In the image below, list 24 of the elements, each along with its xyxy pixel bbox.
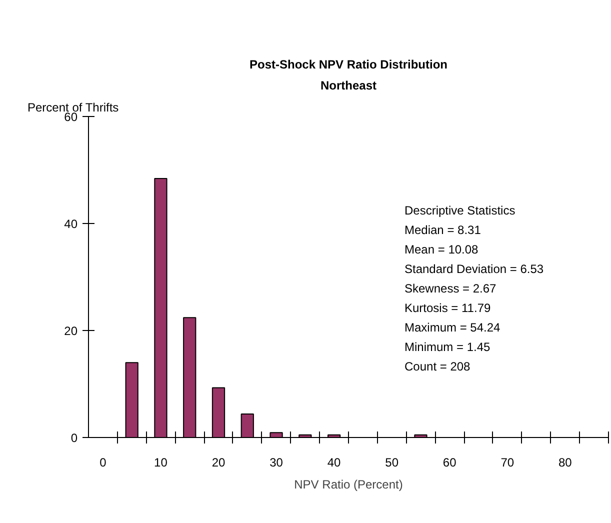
chart-subtitle: Northeast (320, 78, 377, 92)
annotation: Descriptive Statistics (404, 204, 516, 218)
annotation: Skewness = 2.67 (404, 282, 497, 296)
x-axis-title: NPV Ratio (Percent) (294, 478, 403, 492)
annotation: Count = 208 (404, 360, 471, 374)
x-tick-label: 10 (154, 456, 168, 470)
annotation: Mean = 10.08 (404, 242, 479, 256)
annotation: Median = 8.31 (404, 223, 482, 237)
annotation: Standard Deviation = 6.53 (404, 262, 544, 276)
annotation: Kurtosis = 11.79 (404, 301, 491, 315)
x-tick-label: 80 (558, 456, 572, 470)
x-tick-label: 0 (100, 456, 107, 470)
y-tick-label: 0 (70, 431, 78, 445)
x-tick-label: 50 (385, 456, 399, 470)
annotation: Minimum = 1.45 (404, 340, 491, 354)
x-tick-label: 70 (500, 456, 514, 470)
x-tick-label: 60 (442, 456, 457, 470)
y-tick-label: 20 (64, 324, 78, 338)
annotation: Maximum = 54.24 (404, 320, 501, 334)
x-tick-label: 40 (327, 456, 342, 470)
y-tick-label: 40 (64, 217, 78, 231)
chart-title: Post-Shock NPV Ratio Distribution (249, 58, 448, 72)
x-tick-label: 30 (270, 456, 284, 470)
x-tick-label: 20 (212, 456, 226, 470)
